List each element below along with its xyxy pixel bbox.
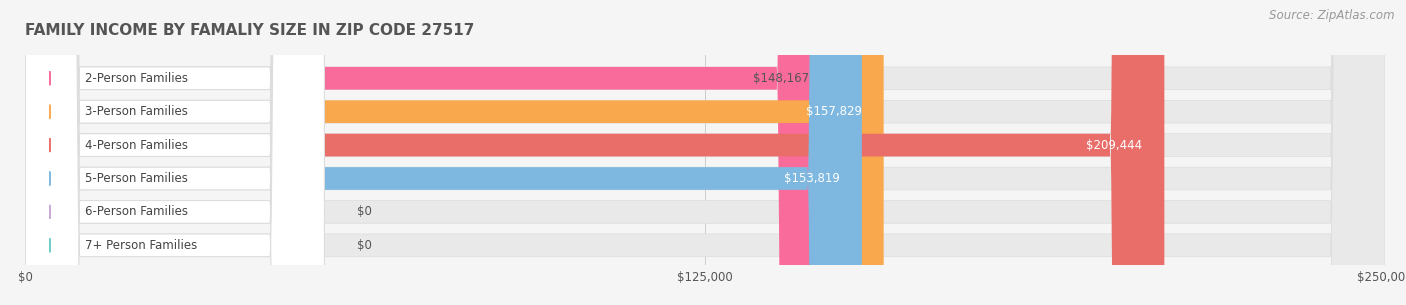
Text: $0: $0 bbox=[357, 239, 373, 252]
Text: 6-Person Families: 6-Person Families bbox=[86, 205, 188, 218]
FancyBboxPatch shape bbox=[25, 0, 1385, 305]
FancyBboxPatch shape bbox=[25, 0, 862, 305]
Text: $0: $0 bbox=[357, 205, 373, 218]
FancyBboxPatch shape bbox=[25, 0, 325, 305]
Text: $153,819: $153,819 bbox=[785, 172, 839, 185]
FancyBboxPatch shape bbox=[25, 0, 1164, 305]
FancyBboxPatch shape bbox=[25, 0, 325, 305]
Text: Source: ZipAtlas.com: Source: ZipAtlas.com bbox=[1270, 9, 1395, 22]
FancyBboxPatch shape bbox=[25, 0, 69, 305]
Text: 2-Person Families: 2-Person Families bbox=[86, 72, 188, 85]
FancyBboxPatch shape bbox=[25, 0, 1385, 305]
FancyBboxPatch shape bbox=[25, 0, 1385, 305]
FancyBboxPatch shape bbox=[25, 0, 325, 305]
FancyBboxPatch shape bbox=[25, 0, 883, 305]
FancyBboxPatch shape bbox=[25, 0, 325, 305]
Text: 5-Person Families: 5-Person Families bbox=[86, 172, 188, 185]
Text: 7+ Person Families: 7+ Person Families bbox=[86, 239, 197, 252]
Text: FAMILY INCOME BY FAMALIY SIZE IN ZIP CODE 27517: FAMILY INCOME BY FAMALIY SIZE IN ZIP COD… bbox=[25, 23, 475, 38]
FancyBboxPatch shape bbox=[25, 0, 831, 305]
Text: $209,444: $209,444 bbox=[1087, 138, 1143, 152]
Text: $157,829: $157,829 bbox=[806, 105, 862, 118]
FancyBboxPatch shape bbox=[25, 0, 325, 305]
FancyBboxPatch shape bbox=[25, 0, 69, 305]
FancyBboxPatch shape bbox=[25, 0, 1385, 305]
FancyBboxPatch shape bbox=[25, 0, 325, 305]
FancyBboxPatch shape bbox=[25, 0, 1385, 305]
Text: 4-Person Families: 4-Person Families bbox=[86, 138, 188, 152]
Text: 3-Person Families: 3-Person Families bbox=[86, 105, 188, 118]
Text: $148,167: $148,167 bbox=[754, 72, 810, 85]
FancyBboxPatch shape bbox=[25, 0, 1385, 305]
